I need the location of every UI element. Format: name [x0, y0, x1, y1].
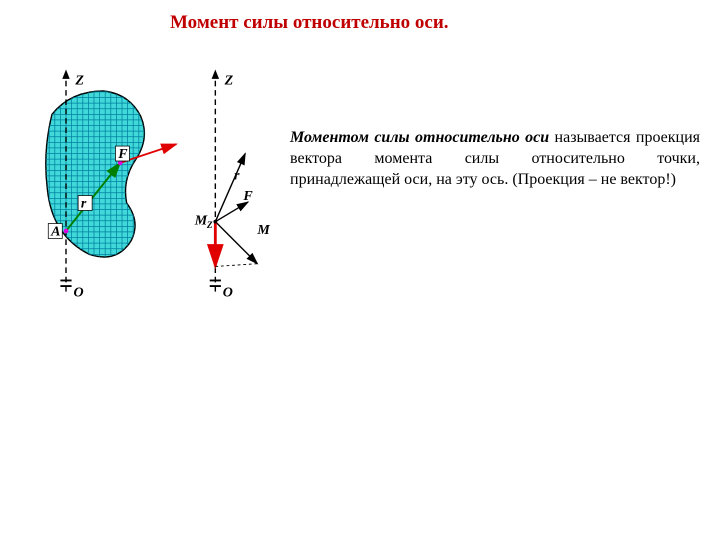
point-pivot2	[213, 220, 217, 224]
svg-text:r: r	[234, 169, 240, 184]
svg-text:A: A	[50, 225, 60, 240]
dash-line	[215, 264, 257, 267]
svg-text:Z: Z	[224, 73, 234, 88]
diagram: ZZOOFrAMZFrM	[10, 35, 290, 315]
svg-text:O: O	[223, 285, 233, 300]
svg-text:F: F	[242, 189, 253, 204]
svg-text:M: M	[194, 213, 208, 228]
svg-text:r: r	[81, 197, 87, 212]
svg-text:F: F	[117, 147, 128, 162]
axis-z-1-arrow	[62, 70, 69, 79]
vector-r2	[215, 154, 245, 222]
axis-z-2-arrow	[212, 70, 219, 79]
svg-text:O: O	[73, 285, 83, 300]
svg-text:M: M	[256, 223, 270, 238]
vector-m	[215, 222, 257, 264]
definition-bold: Моментом силы относительно оси	[290, 129, 549, 146]
svg-text:Z: Z	[206, 221, 213, 231]
definition-text: Моментом силы относительно оси называетс…	[290, 128, 700, 190]
point-a	[64, 229, 69, 234]
svg-text:Z: Z	[74, 73, 84, 88]
page-title: Момент силы относительно оси.	[170, 12, 449, 34]
